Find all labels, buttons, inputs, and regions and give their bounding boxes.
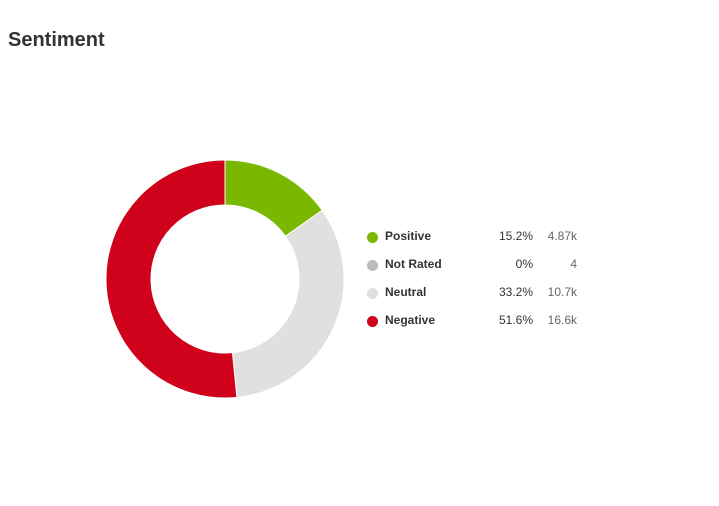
donut-slice-neutral[interactable] (231, 209, 345, 398)
legend-swatch-positive (367, 232, 378, 243)
chart-legend: Positive 15.2% 4.87k Not Rated 0% 4 Neutral 33.… (360, 226, 590, 338)
legend-label-not-rated: Not Rated (385, 257, 442, 271)
chart-title: Sentiment (8, 29, 105, 51)
donut-slice-negative[interactable] (105, 159, 238, 399)
legend-count-negative: 16.6k (547, 313, 577, 327)
legend-percent-not-rated: 0% (515, 257, 533, 271)
legend-percent-neutral: 33.2% (498, 285, 533, 299)
legend-swatch-neutral (367, 288, 378, 299)
legend-item-neutral[interactable]: Neutral 33.2% 10.7k (360, 282, 590, 310)
legend-item-negative[interactable]: Negative 51.6% 16.6k (360, 310, 590, 338)
legend-label-negative: Negative (385, 313, 436, 327)
legend-label-neutral: Neutral (385, 285, 427, 299)
legend-item-not-rated[interactable]: Not Rated 0% 4 (360, 254, 590, 282)
legend-swatch-negative (367, 316, 378, 327)
legend-item-positive[interactable]: Positive 15.2% 4.87k (360, 226, 590, 254)
legend-count-positive: 4.87k (547, 229, 577, 243)
legend-percent-negative: 51.6% (498, 313, 533, 327)
legend-count-neutral: 10.7k (547, 285, 577, 299)
legend-percent-positive: 15.2% (498, 229, 533, 243)
legend-count-not-rated: 4 (570, 257, 577, 271)
legend-swatch-not-rated (367, 260, 378, 271)
legend-label-positive: Positive (385, 229, 432, 243)
